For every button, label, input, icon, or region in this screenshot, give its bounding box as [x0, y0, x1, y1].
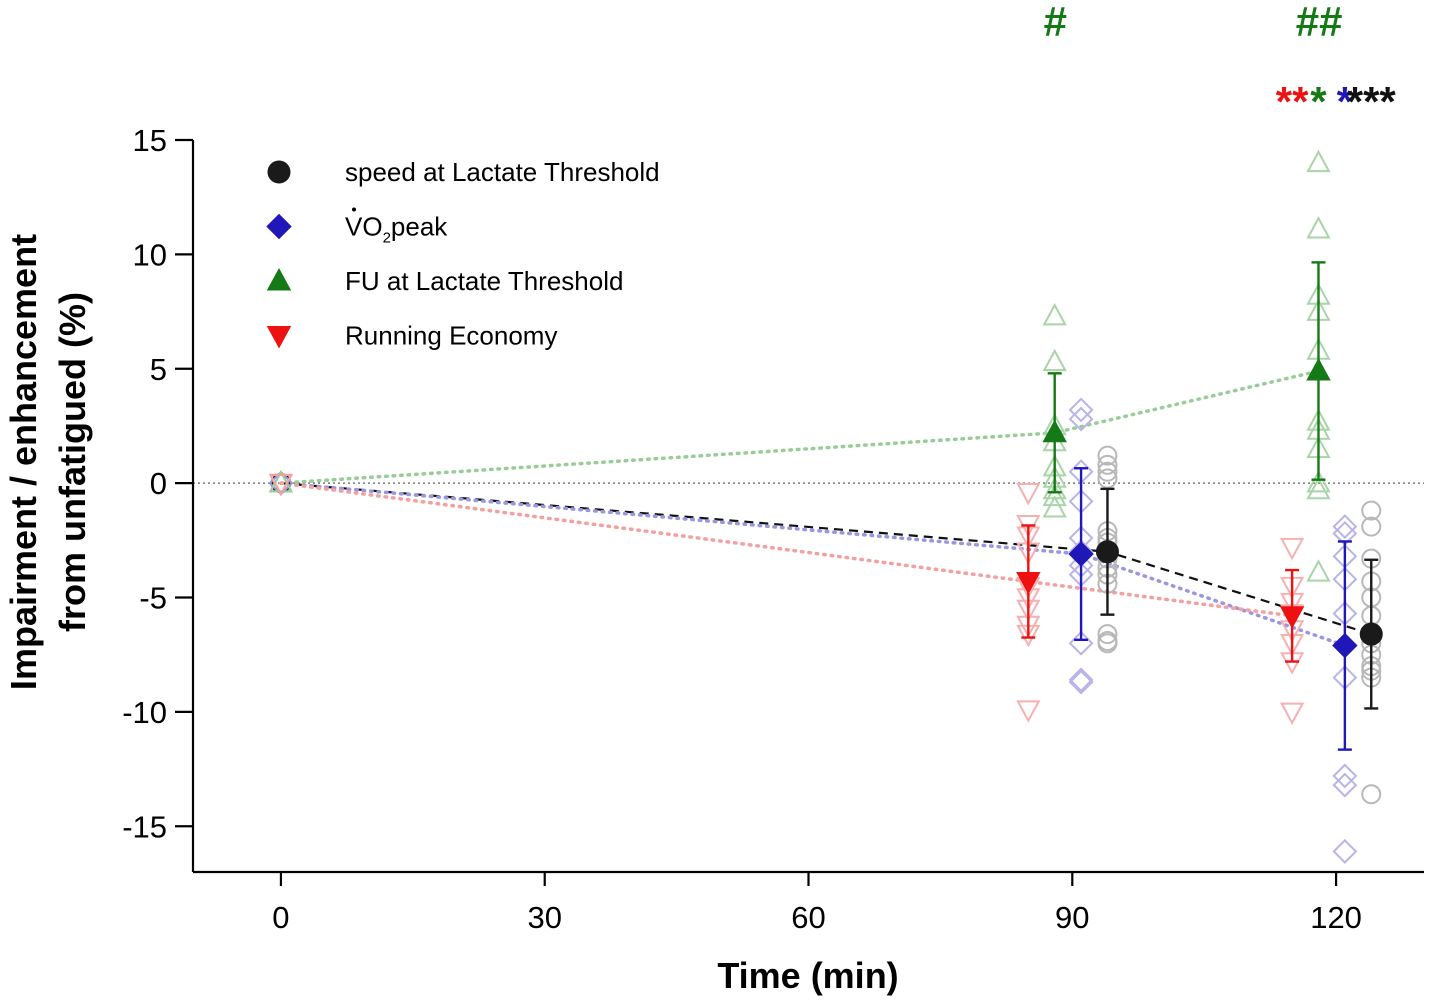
vo2peak-mean-point	[1332, 632, 1358, 659]
legend-label: VO2peak	[345, 212, 448, 247]
x-tick-label: 30	[527, 900, 561, 935]
speed-at-lactate-threshold-individual-point	[1361, 516, 1382, 537]
fu-at-lactate-threshold-mean-point	[1306, 357, 1331, 381]
running-economy-mean-point	[1279, 606, 1305, 629]
significance-mark: *	[1310, 78, 1327, 125]
y-axis-title-line1: Impairment / enhancement	[3, 234, 44, 690]
significance-mark: ***	[1347, 78, 1397, 125]
running-economy-individual-point	[1279, 702, 1305, 725]
fu-at-lactate-threshold-individual-point	[1306, 216, 1331, 239]
legend-marker	[267, 160, 291, 184]
speed-at-lactate-threshold-individual-point	[1097, 624, 1118, 645]
mean-markers-layer	[268, 357, 1383, 659]
legend-label: FU at Lactate Threshold	[345, 266, 623, 296]
vo2peak-individual-point	[1068, 397, 1094, 423]
vo2peak-individual-point	[1068, 406, 1094, 432]
x-tick-label: 90	[1055, 900, 1089, 935]
y-tick-label: -15	[122, 809, 167, 844]
vo2peak-individual-point	[1332, 772, 1358, 798]
fu-at-lactate-threshold-individual-point	[1306, 559, 1331, 582]
significance-annotations: # ##** * ****	[1043, 0, 1396, 125]
speed-at-lactate-threshold-individual-point	[1097, 445, 1118, 466]
y-tick-label: 5	[150, 352, 167, 387]
legend-marker	[266, 326, 292, 349]
running-economy-baseline-point	[268, 473, 294, 497]
y-tick-label: 15	[133, 123, 167, 158]
vo2peak-individual-point	[1332, 763, 1358, 789]
running-economy-individual-point	[1016, 483, 1041, 506]
speed-at-lactate-threshold-individual-point	[1097, 461, 1118, 482]
running-economy-individual-point	[1016, 700, 1041, 723]
speed-at-lactate-threshold-individual-point	[1097, 454, 1118, 475]
speed-at-lactate-threshold-individual-point	[1097, 633, 1118, 654]
legend-label: speed at Lactate Threshold	[345, 157, 660, 187]
legend-marker	[266, 267, 292, 291]
vo2peak-individual-point	[1068, 667, 1094, 693]
significance-mark: ##	[1295, 0, 1342, 45]
y-axis-title-line2: from unfatigued (%)	[52, 292, 93, 632]
y-tick-label: 0	[150, 466, 167, 501]
running-economy-mean-point	[1016, 571, 1041, 595]
vo2peak-individual-point	[1068, 630, 1094, 656]
fu-at-lactate-threshold-individual-point	[1042, 348, 1067, 372]
fu-at-lactate-threshold-individual-point	[1042, 303, 1067, 326]
fu-at-lactate-threshold-individual-point	[1306, 149, 1331, 173]
vo2peak-mean-point	[1068, 541, 1094, 567]
y-tick-label: -5	[139, 581, 167, 616]
fu-at-lactate-threshold-line	[279, 369, 1321, 485]
speed-at-lactate-threshold-individual-point	[1097, 468, 1118, 489]
vo2peak-individual-point	[1332, 514, 1358, 540]
y-tick-label: 10	[133, 237, 167, 272]
legend-marker	[266, 213, 292, 240]
significance-mark: **	[1276, 78, 1309, 125]
speed-at-lactate-threshold-individual-point	[1361, 500, 1382, 521]
individual-points-layer	[1016, 149, 1382, 864]
x-tick-label: 60	[791, 900, 825, 935]
legend-label: Running Economy	[345, 321, 557, 351]
y-tick-label: -10	[122, 695, 167, 730]
fu-at-lactate-threshold-individual-point	[1042, 495, 1067, 518]
vo2peak-individual-point	[1332, 838, 1358, 864]
vo2peak-individual-point	[1068, 669, 1094, 695]
running-economy-individual-point	[1279, 537, 1305, 561]
legend: speed at Lactate Threshold VO2peak FU at L…	[266, 157, 660, 351]
fu-at-lactate-threshold-mean-point	[1042, 419, 1067, 443]
series-lines-layer	[279, 369, 1372, 648]
vo2peak-line	[279, 481, 1347, 648]
significance-mark: *	[1337, 78, 1354, 125]
fu-at-lactate-threshold-individual-point	[1306, 476, 1331, 500]
fu-at-lactate-threshold-individual-point	[1306, 470, 1331, 493]
speed-at-lactate-threshold-individual-point	[1361, 784, 1382, 805]
fu-at-lactate-threshold-baseline-point	[268, 469, 294, 493]
x-axis-title: Time (min)	[717, 955, 898, 996]
running-economy-line	[279, 481, 1294, 618]
x-tick-label: 120	[1310, 900, 1362, 935]
legend-overdot	[352, 207, 356, 212]
significance-mark: #	[1043, 0, 1067, 45]
speed-at-lactate-threshold-mean-point	[1359, 622, 1383, 646]
x-tick-label: 0	[272, 900, 289, 935]
speed-at-lactate-threshold-mean-point	[1095, 540, 1119, 564]
axes-layer: 15 10 5 0 -5 -10 -15 0 30 60 90 120	[122, 123, 1424, 935]
fu-at-lactate-threshold-individual-point	[1042, 483, 1067, 507]
